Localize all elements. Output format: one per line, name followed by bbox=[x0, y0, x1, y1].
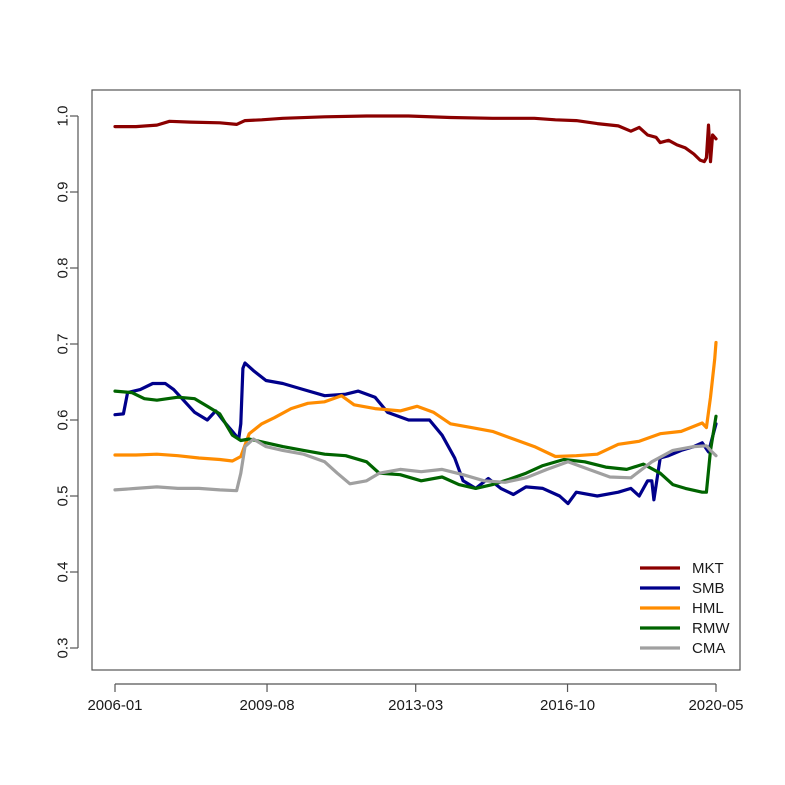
legend: MKT SMB HML RMW CMA bbox=[640, 560, 730, 657]
y-tick-label: 0.7 bbox=[55, 334, 72, 355]
series-line-smb bbox=[113, 361, 718, 506]
y-tick-label: 0.4 bbox=[55, 562, 72, 583]
legend-label-smb: SMB bbox=[692, 580, 725, 597]
plot-area-box bbox=[91, 89, 741, 671]
legend-label-hml: HML bbox=[692, 600, 724, 617]
series-layer bbox=[113, 114, 718, 506]
legend-label-mkt: MKT bbox=[692, 560, 724, 577]
x-tick-label: 2020-05 bbox=[688, 697, 743, 714]
y-tick-label: 0.3 bbox=[55, 638, 72, 659]
x-tick-label: 2009-08 bbox=[240, 697, 295, 714]
x-tick-label: 2016-10 bbox=[540, 697, 595, 714]
y-tick-label: 0.5 bbox=[55, 486, 72, 507]
x-tick-label: 2006-01 bbox=[87, 697, 142, 714]
series-line-hml bbox=[113, 340, 718, 463]
x-tick-label: 2013-03 bbox=[388, 697, 443, 714]
y-tick-label: 0.6 bbox=[55, 410, 72, 431]
x-axis: 2006-01 2009-08 2013-03 2016-10 2020-05 bbox=[87, 683, 744, 714]
y-axis: 0.3 0.4 0.5 0.6 0.7 0.8 0.9 1.0 bbox=[55, 106, 79, 659]
y-tick-label: 0.8 bbox=[55, 258, 72, 279]
y-tick-label: 1.0 bbox=[55, 106, 72, 127]
series-line-cma bbox=[113, 437, 718, 493]
series-line-rmw bbox=[113, 389, 718, 494]
legend-label-cma: CMA bbox=[692, 640, 725, 657]
series-line-mkt bbox=[113, 114, 718, 164]
y-tick-label: 0.9 bbox=[55, 182, 72, 203]
legend-label-rmw: RMW bbox=[692, 620, 730, 637]
